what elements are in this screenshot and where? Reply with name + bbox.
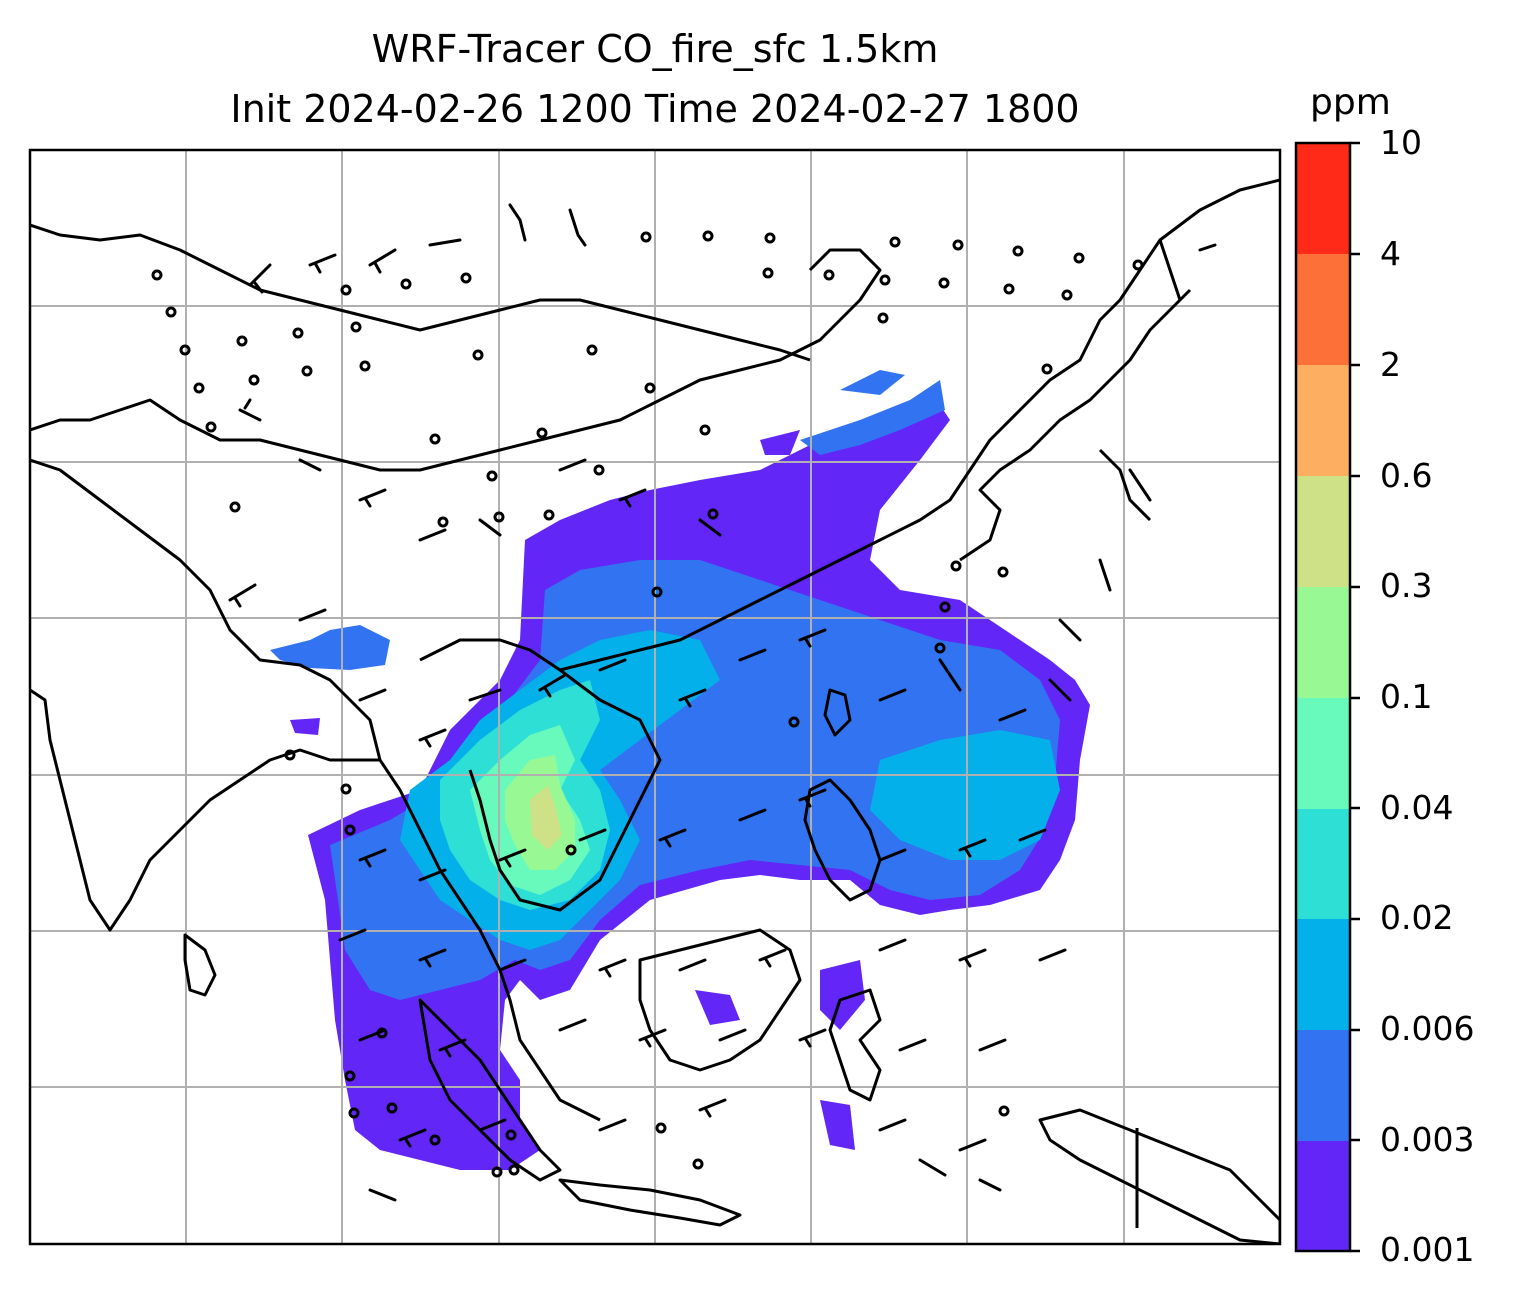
coast-sulawesi — [828, 988, 882, 1102]
colorbar-bin-3 — [1296, 808, 1350, 919]
tracer-bengal-patch — [270, 625, 390, 670]
tracer-sulawesi-patch — [820, 960, 865, 1030]
tracer-north-patch-3 — [760, 430, 800, 455]
colorbar-tick-label: 0.3 — [1380, 566, 1433, 605]
map-panel — [30, 150, 1280, 1244]
coast-indochina — [378, 638, 662, 1122]
coast-china — [559, 178, 1280, 672]
map-frame — [28, 148, 1282, 1246]
colorbar-tick-label: 0.1 — [1380, 677, 1433, 716]
coast-java — [558, 1178, 742, 1227]
colorbar-tick-label: 0.6 — [1380, 456, 1433, 495]
tracer-bengal-patch-2 — [290, 718, 320, 735]
colorbar-ticks — [1350, 141, 1360, 1253]
colorbar-bin-5 — [1296, 587, 1350, 698]
tracer-north-patch-2 — [800, 380, 945, 455]
tracer-north-patch-1 — [840, 370, 905, 395]
tracer-0.006-layer-east — [870, 730, 1060, 860]
colorbar-tick-label: 10 — [1380, 123, 1422, 162]
wind-barbs — [228, 203, 1217, 1202]
coast-srilanka — [183, 933, 217, 997]
map-title-line1: WRF-Tracer CO_fire_sfc 1.5km — [371, 27, 939, 71]
colorbar-tick-label: 0.006 — [1380, 1009, 1475, 1048]
colorbar-tick-label: 4 — [1380, 234, 1401, 273]
colorbar-bin-2 — [1296, 919, 1350, 1030]
tracer-java-patch — [820, 1100, 855, 1150]
coastlines — [30, 178, 1280, 1244]
colorbar-tick-label: 0.001 — [1380, 1230, 1475, 1269]
colorbar-bin-8 — [1296, 254, 1350, 365]
map-gridlines — [30, 150, 1280, 1244]
colorbar-bin-7 — [1296, 365, 1350, 476]
tracer-0.3-layer — [530, 785, 562, 850]
colorbar-tick-label: 2 — [1380, 345, 1401, 384]
coast-korea-japan — [959, 288, 1192, 562]
colorbar-bin-9 — [1296, 143, 1350, 254]
colorbar — [1294, 141, 1360, 1253]
colorbar-tick-label: 0.003 — [1380, 1120, 1475, 1159]
colorbar-bin-0 — [1296, 1140, 1350, 1251]
coast-taiwan — [823, 688, 852, 737]
calm-wind-markers — [151, 230, 1144, 1178]
colorbar-tick-label: 0.04 — [1380, 788, 1454, 827]
colorbar-tick-label: 0.02 — [1380, 898, 1454, 937]
colorbar-bin-4 — [1296, 698, 1350, 809]
tracer-field — [270, 370, 1090, 1170]
coast-newguinea — [1038, 1108, 1280, 1244]
map-title-line2: Init 2024-02-26 1200 Time 2024-02-27 180… — [230, 87, 1080, 131]
coast-north-borders — [30, 223, 882, 472]
colorbar-bin-6 — [1296, 476, 1350, 587]
colorbar-unit: ppm — [1310, 82, 1391, 123]
coast-philippines — [803, 778, 882, 902]
coast-sumatra — [418, 998, 562, 1182]
tracer-borneo-patch — [695, 990, 740, 1025]
colorbar-bin-1 — [1296, 1030, 1350, 1141]
coast-india — [30, 458, 382, 932]
